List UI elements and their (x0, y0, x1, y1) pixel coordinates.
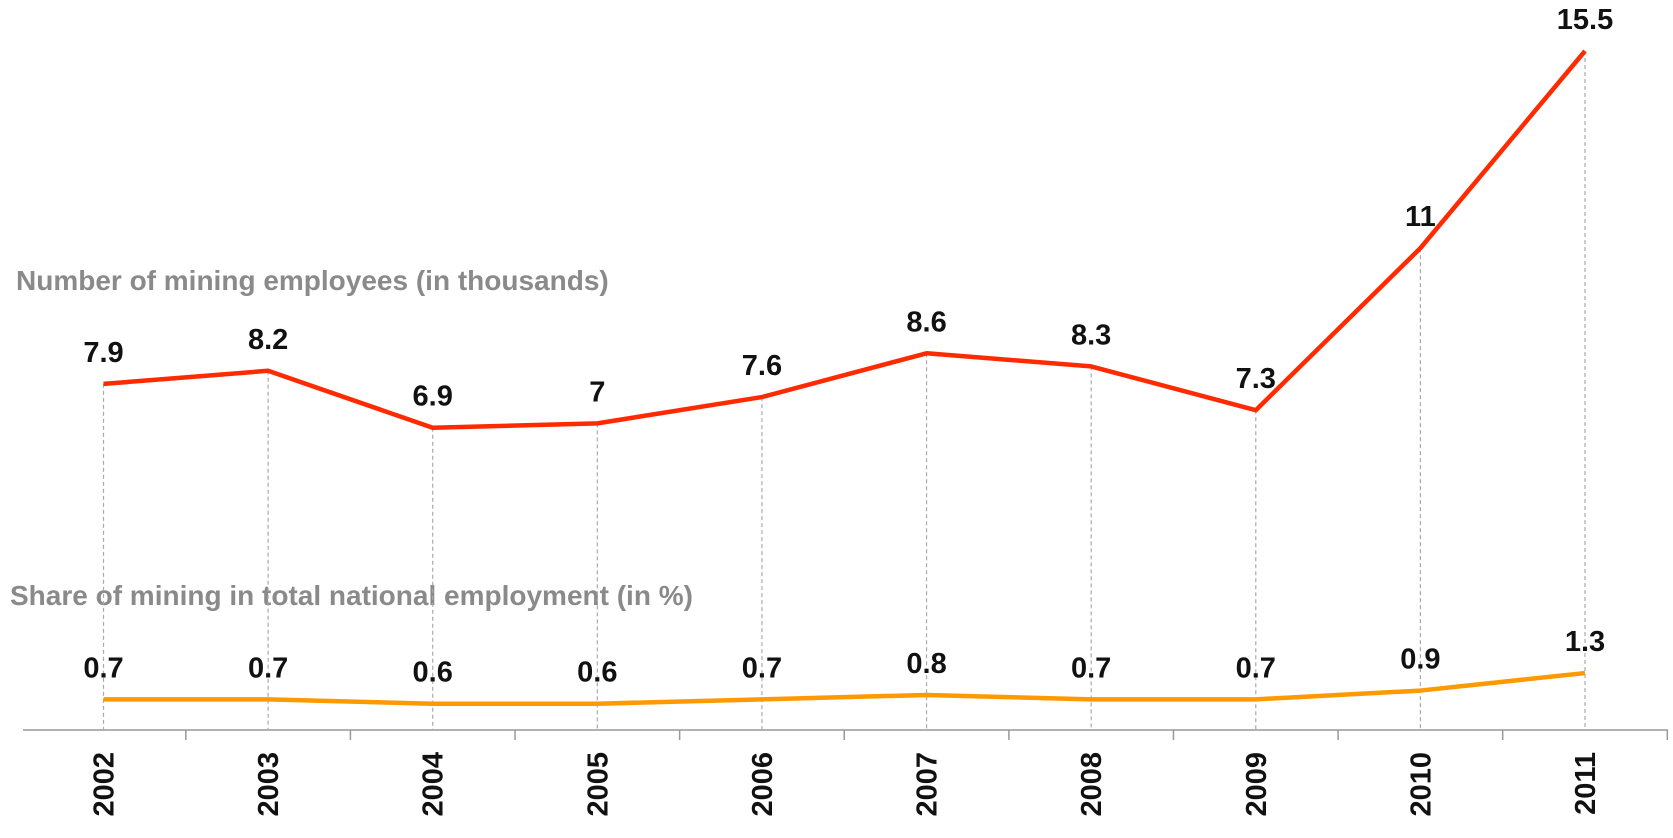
series-title: Share of mining in total national employ… (10, 580, 693, 611)
data-label: 6.9 (413, 381, 453, 413)
data-label: 8.6 (906, 306, 946, 338)
x-tick-label: 2009 (1241, 752, 1273, 817)
data-label: 0.9 (1400, 644, 1440, 676)
x-tick-label: 2005 (582, 752, 614, 817)
data-label: 7 (589, 376, 605, 408)
x-tick-label: 2007 (912, 752, 944, 817)
x-tick-label: 2002 (89, 752, 121, 817)
x-tick-label: 2011 (1570, 752, 1602, 815)
data-label: 7.6 (742, 350, 782, 382)
data-label: 0.7 (248, 652, 288, 684)
data-label: 0.8 (906, 648, 946, 680)
x-tick-label: 2003 (253, 752, 285, 817)
series-line (103, 670, 1586, 706)
data-label: 7.3 (1236, 363, 1276, 395)
series-title: Number of mining employees (in thousands… (16, 265, 609, 296)
data-label: 0.6 (577, 657, 617, 689)
data-label: 0.7 (742, 652, 782, 684)
data-label: 0.7 (1071, 652, 1111, 684)
x-tick-label: 2008 (1076, 752, 1108, 817)
series-line (103, 49, 1587, 430)
data-label: 11 (1405, 201, 1436, 233)
data-label: 8.3 (1071, 319, 1111, 351)
data-label: 15.5 (1557, 4, 1613, 36)
data-label: 7.9 (83, 337, 123, 369)
data-label: 0.6 (413, 657, 453, 689)
data-label: 8.2 (248, 324, 288, 356)
data-label: 1.3 (1565, 626, 1605, 658)
data-label: 0.7 (83, 652, 123, 684)
x-tick-label: 2010 (1405, 752, 1437, 817)
x-tick-label: 2006 (747, 752, 779, 817)
data-label: 0.7 (1236, 652, 1276, 684)
x-tick-label: 2004 (418, 752, 450, 817)
